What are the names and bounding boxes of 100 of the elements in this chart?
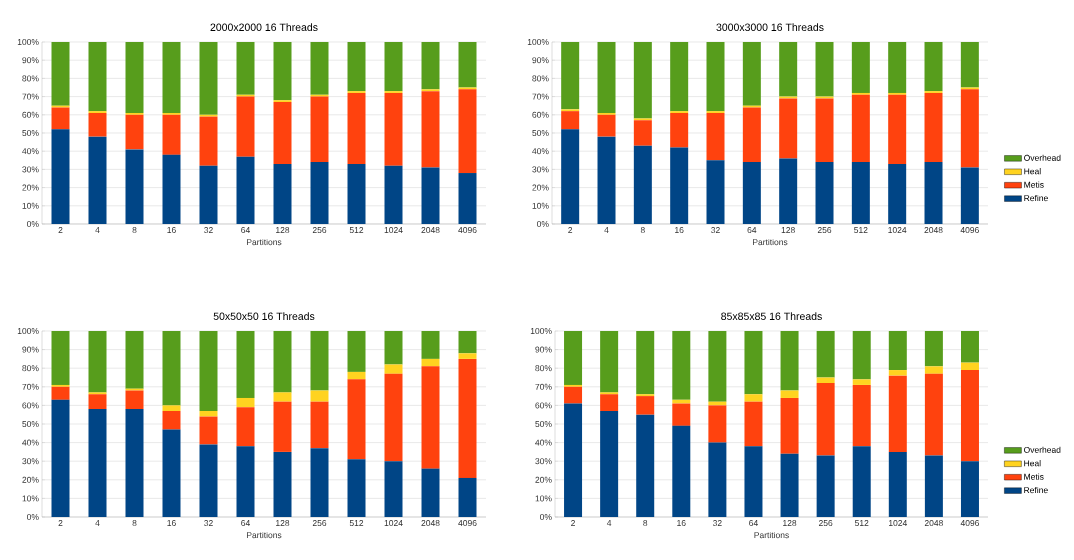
y-tick-label: 40% — [22, 439, 39, 446]
y-tick-label: 40% — [532, 148, 549, 155]
x-tick-label: 4096 — [960, 227, 979, 234]
bar — [815, 98, 834, 163]
y-tick-label: 50% — [22, 420, 39, 427]
y-tick-label: 30% — [535, 458, 552, 465]
bar — [51, 107, 70, 130]
bar — [384, 331, 403, 365]
bar — [960, 42, 979, 88]
x-tick-label: 32 — [711, 227, 720, 234]
bar — [310, 448, 329, 517]
bar — [384, 165, 403, 224]
bar — [597, 114, 616, 137]
bar — [706, 160, 725, 224]
x-tick-label: 1024 — [384, 227, 403, 234]
bar — [421, 366, 440, 469]
bar — [310, 331, 329, 391]
bar — [888, 42, 907, 93]
bar — [888, 94, 907, 164]
bar — [347, 459, 366, 517]
bar — [88, 409, 107, 517]
bar — [852, 379, 871, 385]
bar — [347, 331, 366, 372]
y-tick-label: 0% — [27, 220, 39, 227]
bar — [779, 158, 798, 224]
bar — [162, 114, 181, 155]
y-tick-label: 30% — [22, 458, 39, 465]
x-tick-label: 64 — [241, 227, 250, 234]
bar — [633, 42, 652, 119]
bar — [458, 89, 477, 174]
legend-label: Overhead — [1023, 446, 1061, 453]
bar — [421, 331, 440, 359]
chart-title: 50x50x50 16 Threads — [213, 312, 315, 320]
x-tick-label: 4 — [95, 227, 100, 233]
y-tick-label: 40% — [22, 148, 39, 155]
x-tick-label: 8 — [640, 227, 645, 234]
x-tick-label: 512 — [349, 520, 364, 527]
bar — [51, 42, 70, 106]
x-tick-label: 2048 — [421, 520, 440, 527]
x-tick-label: 8 — [132, 520, 137, 527]
bar — [273, 102, 292, 164]
x-tick-label: 8 — [132, 227, 137, 234]
bar — [125, 331, 144, 389]
x-tick-label: 2 — [571, 520, 575, 526]
y-tick-label: 80% — [22, 365, 39, 372]
bar — [347, 92, 366, 164]
bar — [924, 373, 943, 456]
bar — [384, 461, 403, 517]
bar — [633, 145, 652, 224]
bar — [960, 331, 979, 363]
x-tick-label: 256 — [312, 227, 327, 234]
bar — [816, 377, 835, 384]
y-tick-label: 40% — [535, 439, 552, 446]
bar — [199, 331, 218, 411]
bar — [851, 94, 870, 163]
y-tick-label: 100% — [17, 327, 39, 334]
y-tick-label: 0% — [27, 513, 39, 520]
bar — [125, 114, 144, 150]
y-tick-label: 20% — [532, 184, 549, 191]
bar — [347, 163, 366, 224]
x-tick-label: 2 — [58, 227, 63, 233]
bar — [458, 353, 477, 359]
bar — [273, 331, 292, 393]
bar — [815, 162, 834, 224]
x-axis-title: Partitions — [753, 238, 788, 246]
bar — [924, 42, 943, 92]
bar — [816, 383, 835, 456]
bar — [780, 390, 799, 398]
bar — [162, 410, 181, 430]
x-tick-label: 64 — [241, 520, 250, 527]
x-tick-label: 2 — [58, 520, 63, 526]
x-tick-label: 16 — [677, 520, 686, 527]
bar — [236, 96, 255, 157]
bar — [88, 394, 107, 410]
bar — [636, 331, 655, 395]
bar — [708, 405, 727, 443]
legend-label: Refine — [1024, 486, 1048, 494]
bar — [888, 331, 907, 371]
y-tick-label: 0% — [540, 513, 552, 520]
y-tick-label: 50% — [22, 129, 39, 136]
bar — [633, 120, 652, 146]
bar — [852, 331, 871, 380]
bar — [636, 414, 655, 517]
bar — [51, 386, 70, 400]
y-tick-label: 20% — [22, 476, 39, 483]
chart-title: 2000x2000 16 Threads — [210, 23, 318, 31]
x-tick-label: 512 — [854, 227, 868, 234]
x-tick-label: 16 — [675, 227, 684, 234]
bar — [51, 331, 70, 385]
x-tick-label: 32 — [712, 520, 722, 527]
bar — [88, 136, 107, 224]
bar — [273, 163, 292, 224]
bar — [561, 42, 580, 110]
bar — [125, 409, 144, 517]
bar — [199, 165, 218, 224]
y-tick-label: 100% — [530, 327, 552, 334]
y-tick-label: 10% — [535, 495, 552, 502]
bar — [384, 373, 403, 462]
y-tick-label: 70% — [22, 383, 39, 390]
bar — [384, 42, 403, 92]
